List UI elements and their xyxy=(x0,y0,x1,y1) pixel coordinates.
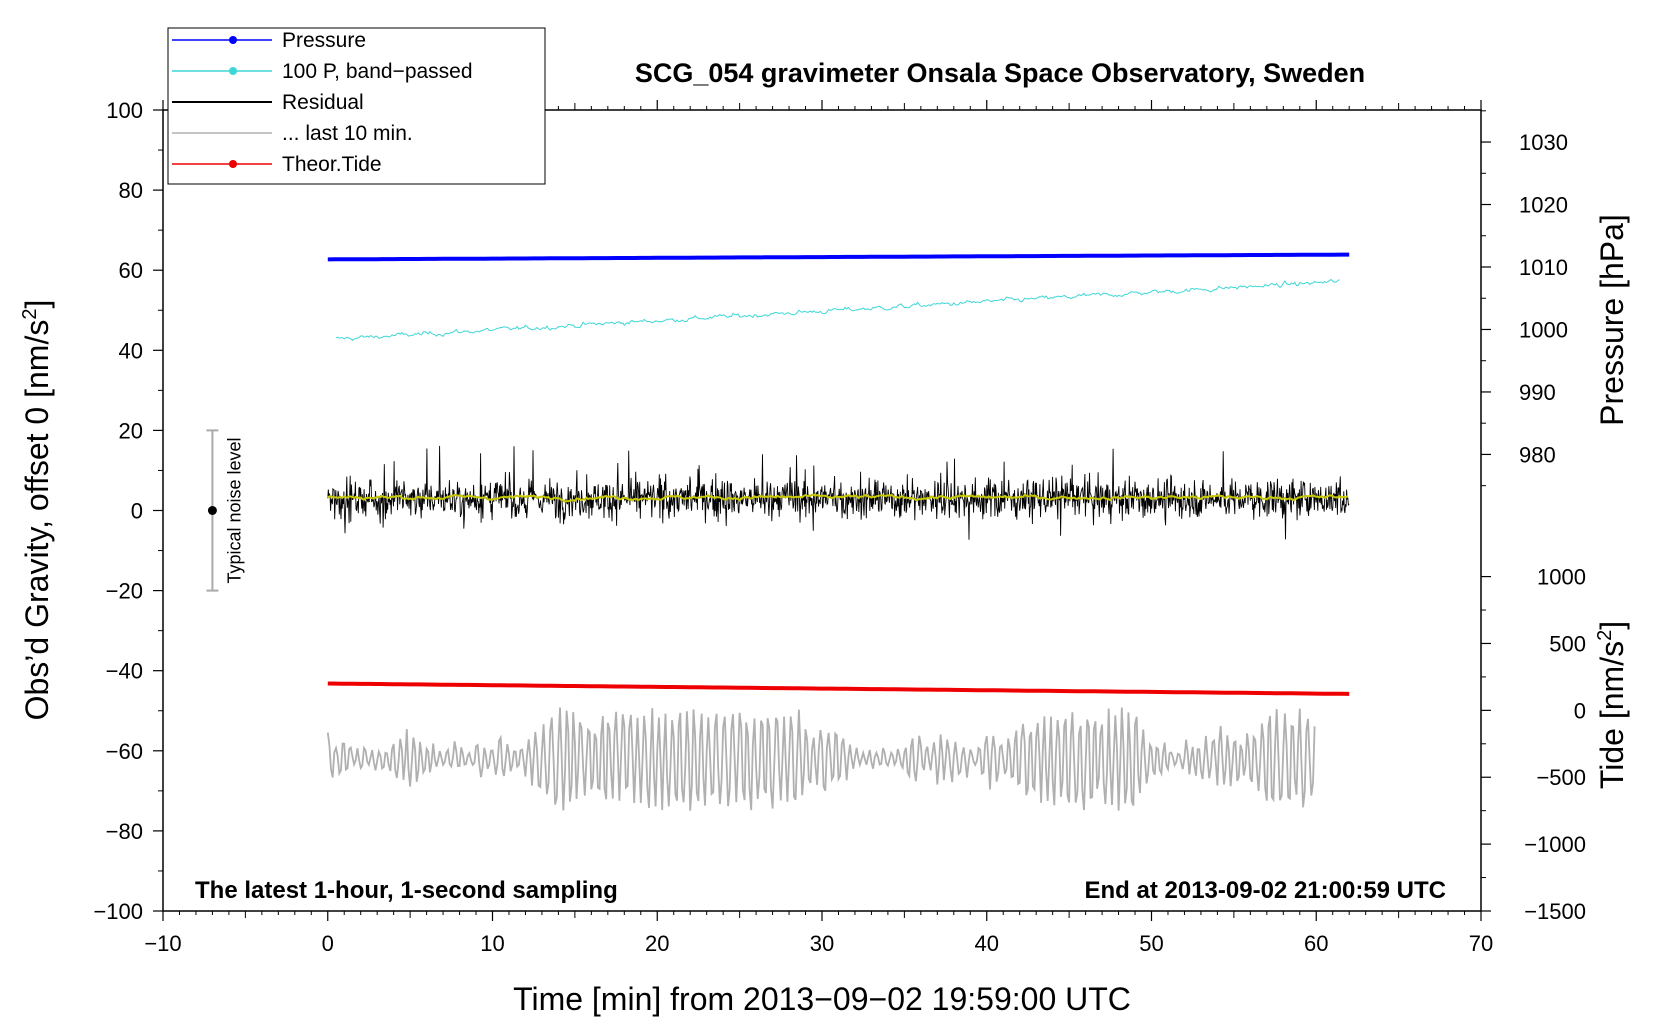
x-tick-label: −10 xyxy=(144,931,181,956)
tide-tick-label: 1000 xyxy=(1537,565,1586,590)
tide-axis-label-sup: 2 xyxy=(1594,630,1616,641)
legend-label: Theor.Tide xyxy=(282,153,382,176)
tide-axis-label-text: Tide [nm/s xyxy=(1594,641,1630,789)
noise-level-bar xyxy=(206,429,219,592)
series-residual xyxy=(327,445,1350,540)
x-tick-label: 20 xyxy=(645,931,669,956)
noise-level-label: Typical noise level xyxy=(224,437,244,583)
y-tick-label: 60 xyxy=(119,258,143,283)
tide-tick-labels: −1500 −1000 −500 0 500 1000 xyxy=(1524,565,1586,924)
data-series xyxy=(326,252,1350,811)
pressure-tick-label: 1030 xyxy=(1519,130,1568,155)
tide-tick-label: −500 xyxy=(1536,765,1586,790)
annotation-sampling: The latest 1-hour, 1-second sampling xyxy=(195,877,618,904)
x-tick-label: 50 xyxy=(1139,931,1163,956)
y-tick-label: 40 xyxy=(119,338,143,363)
noise-bar-dot xyxy=(207,506,217,515)
y-tick-label: −40 xyxy=(106,659,143,684)
pressure-tick-label: 990 xyxy=(1519,380,1556,405)
y-tick-label: 100 xyxy=(106,98,143,123)
y-tick-label: −60 xyxy=(106,739,143,764)
legend-label: Pressure xyxy=(282,29,366,52)
legend-marker xyxy=(229,67,237,75)
x-tick-label: 0 xyxy=(322,931,334,956)
chart-title: SCG_054 gravimeter Onsala Space Observat… xyxy=(635,58,1365,88)
annotation-end-time: End at 2013-09-02 21:00:59 UTC xyxy=(1085,877,1447,904)
x-tick-label: 40 xyxy=(975,931,999,956)
tide-tick-label: 500 xyxy=(1549,631,1586,656)
legend-label: ... last 10 min. xyxy=(282,122,413,145)
x-tick-labels: −10 0 10 20 30 40 50 60 70 xyxy=(144,931,1493,956)
tide-axis-label-close: ] xyxy=(1594,621,1630,630)
x-tick-label: 10 xyxy=(480,931,504,956)
y-tick-label: −80 xyxy=(106,819,143,844)
series-pressure xyxy=(327,252,1350,262)
y-tick-label: −20 xyxy=(106,579,143,604)
x-axis-label: Time [min] from 2013−09−02 19:59:00 UTC xyxy=(513,981,1131,1017)
legend-marker xyxy=(229,160,237,168)
legend-marker xyxy=(229,36,237,44)
tide-tick-label: 0 xyxy=(1574,698,1586,723)
series-theoretical-tide xyxy=(327,681,1350,696)
series-bandpassed-pressure xyxy=(335,278,1340,342)
legend-label: Residual xyxy=(282,91,364,114)
y-tick-label: 20 xyxy=(119,418,143,443)
x-tick-label: 30 xyxy=(810,931,834,956)
y-axis-label-close: ] xyxy=(19,300,55,309)
tide-tick-label: −1000 xyxy=(1524,832,1586,857)
pressure-tick-label: 1010 xyxy=(1519,255,1568,280)
series-residual-smoothed xyxy=(327,493,1349,503)
tide-axis-label: Tide [nm/s2] xyxy=(1594,621,1630,789)
pressure-tick-label: 980 xyxy=(1519,442,1556,467)
series-last-10-min xyxy=(326,707,1316,811)
pressure-tick-label: 1000 xyxy=(1519,317,1568,342)
pressure-tick-label: 1020 xyxy=(1519,193,1568,218)
y-axis-label-sup: 2 xyxy=(19,309,41,320)
x-tick-label: 60 xyxy=(1304,931,1328,956)
tide-tick-label: −1500 xyxy=(1524,899,1586,924)
y-tick-label: −100 xyxy=(93,899,143,924)
legend: Pressure 100 P, band−passed Residual ... la… xyxy=(167,27,546,185)
pressure-tick-labels: 980 990 1000 1010 1020 1030 xyxy=(1519,130,1568,467)
pressure-axis-label: Pressure [hPa] xyxy=(1594,214,1630,426)
y-tick-labels: −100 −80 −60 −40 −20 0 20 40 60 80 100 xyxy=(93,98,143,924)
legend-label: 100 P, band−passed xyxy=(282,60,473,83)
y-axis-label-text: Obs’d Gravity, offset 0 [nm/s xyxy=(19,320,55,721)
x-tick-label: 70 xyxy=(1469,931,1493,956)
legend-box xyxy=(167,27,546,185)
y-tick-label: 80 xyxy=(119,178,143,203)
y-axis-label: Obs’d Gravity, offset 0 [nm/s2] xyxy=(19,300,55,721)
y-tick-label: 0 xyxy=(131,499,143,524)
